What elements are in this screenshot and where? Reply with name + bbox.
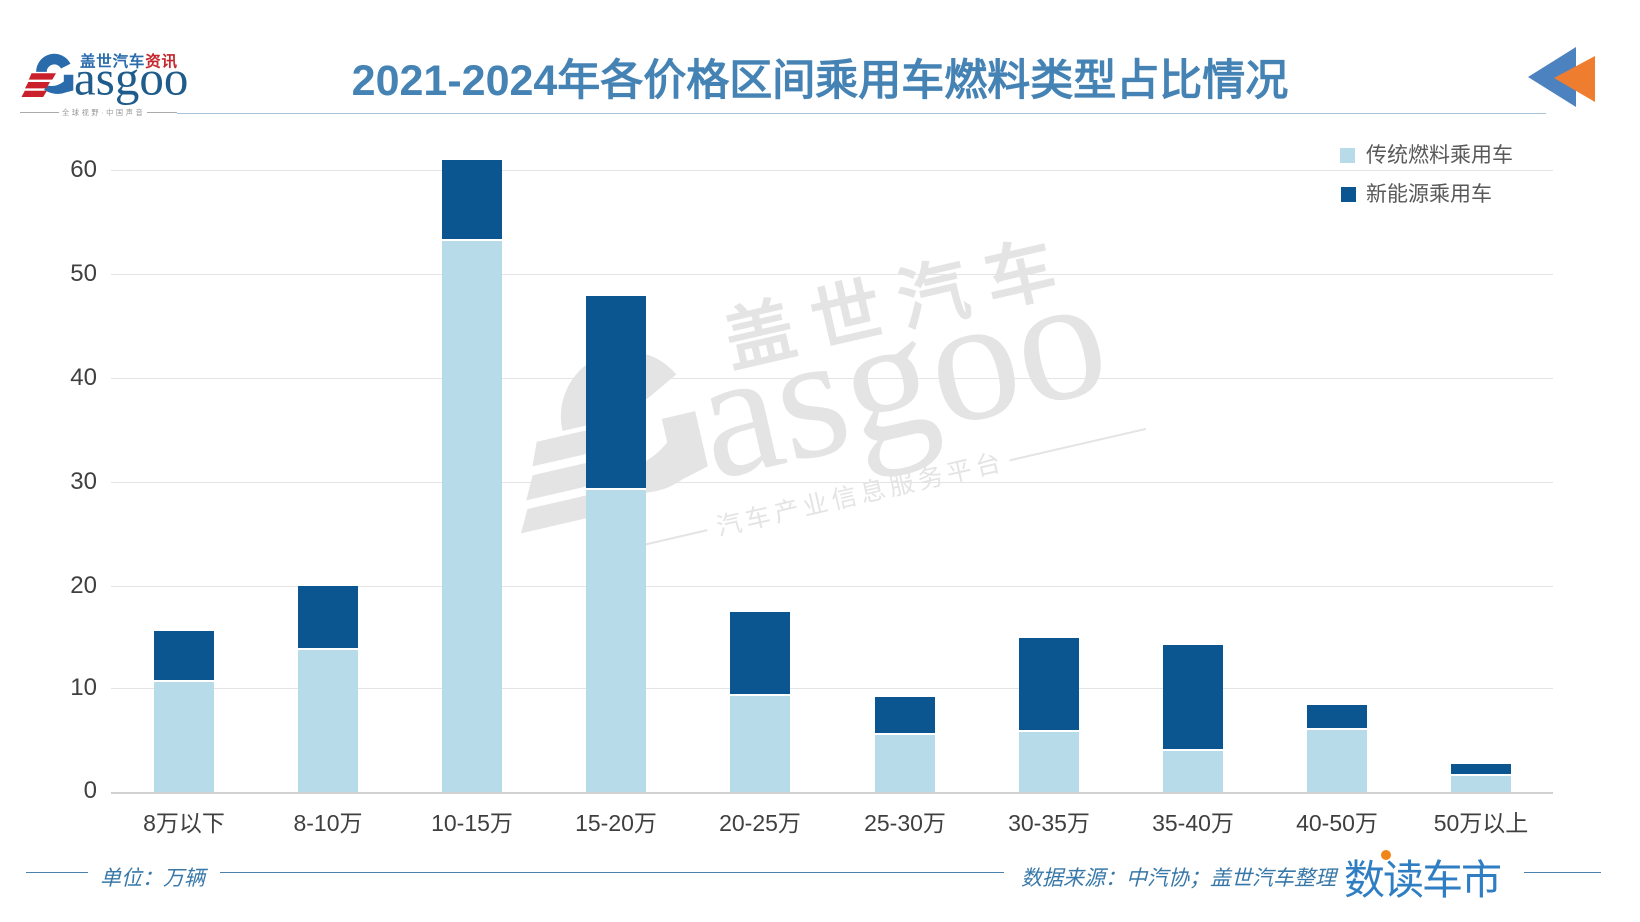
svg-text:盖世汽车资讯: 盖世汽车资讯 xyxy=(80,52,178,71)
svg-text:全球视野·中国声音: 全球视野·中国声音 xyxy=(62,108,145,117)
svg-text:asgoo: asgoo xyxy=(74,51,188,106)
